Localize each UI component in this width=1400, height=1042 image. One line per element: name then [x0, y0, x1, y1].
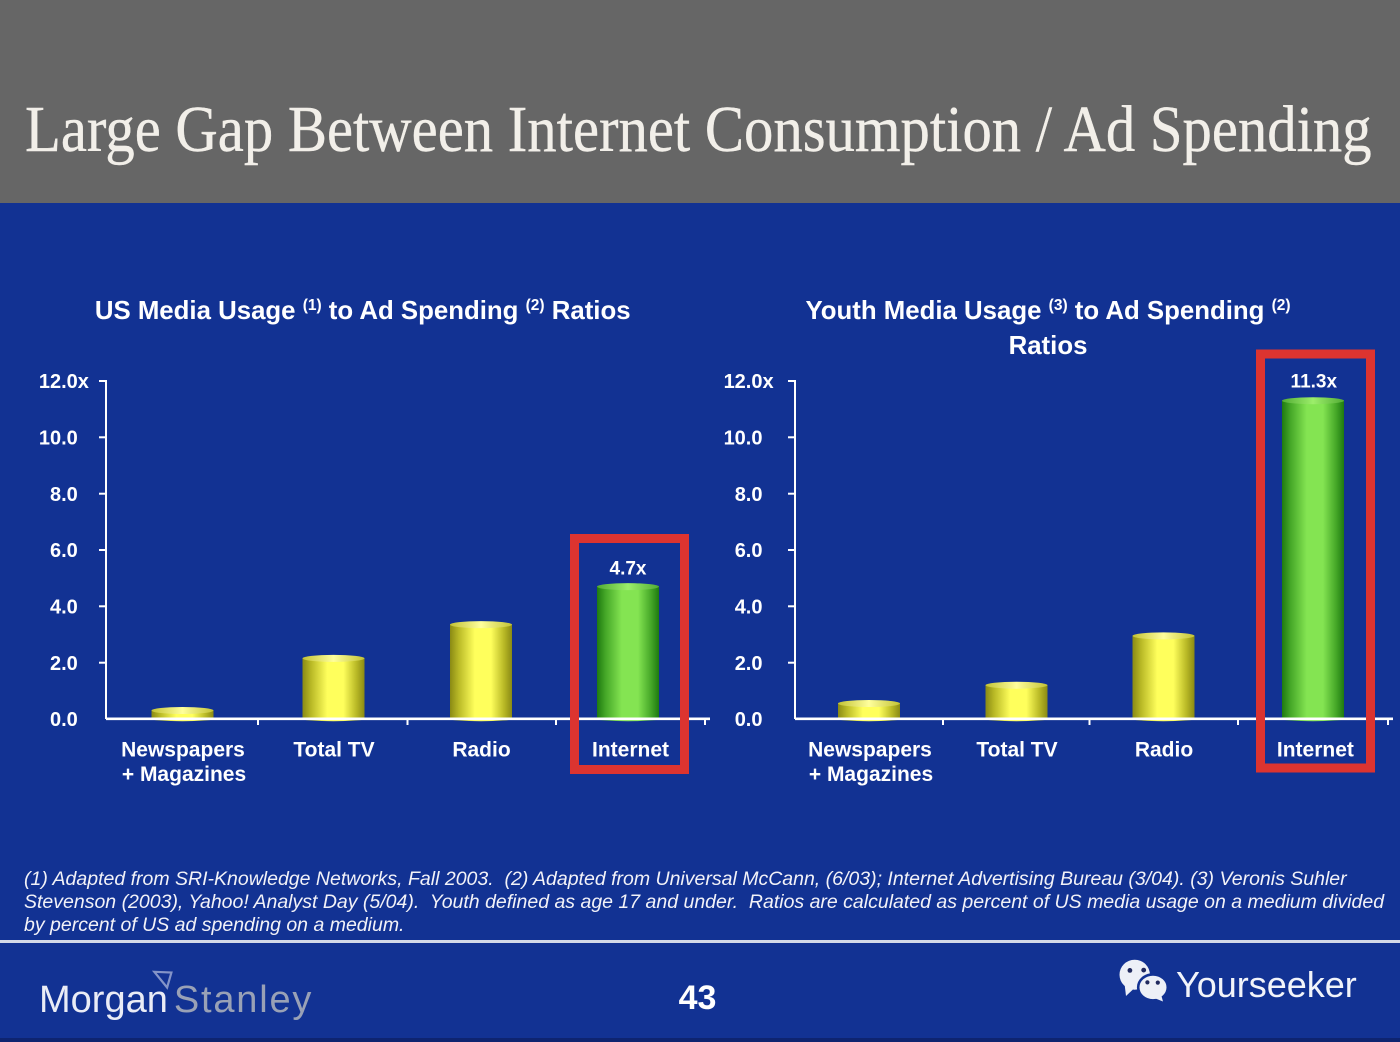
svg-text:4.7x: 4.7x [610, 559, 647, 580]
svg-text:Internet: Internet [592, 738, 669, 761]
svg-text:6.0: 6.0 [735, 540, 763, 562]
svg-text:4.0: 4.0 [735, 597, 763, 619]
svg-text:Ratios: Ratios [1009, 332, 1088, 360]
svg-text:8.0: 8.0 [50, 484, 78, 506]
svg-text:0.0: 0.0 [50, 709, 78, 731]
svg-text:10.0: 10.0 [39, 428, 78, 450]
svg-text:Radio: Radio [1135, 738, 1193, 761]
svg-text:x: x [763, 371, 774, 393]
svg-text:+ Magazines: + Magazines [122, 763, 246, 786]
svg-text:8.0: 8.0 [735, 484, 763, 506]
svg-text:US Media Usage (1) to Ad Spend: US Media Usage (1) to Ad Spending (2) Ra… [95, 297, 631, 325]
svg-text:11.3x: 11.3x [1291, 372, 1338, 393]
svg-text:12.0: 12.0 [39, 371, 78, 393]
svg-text:x: x [78, 371, 89, 393]
svg-text:Youth Media Usage (3) to Ad Sp: Youth Media Usage (3) to Ad Spending (2) [805, 297, 1290, 325]
svg-text:Internet: Internet [1277, 738, 1354, 761]
svg-text:10.0: 10.0 [724, 428, 763, 450]
svg-text:Radio: Radio [452, 738, 510, 761]
svg-text:Newspapers: Newspapers [808, 738, 932, 761]
svg-text:0.0: 0.0 [735, 709, 763, 731]
svg-text:Newspapers: Newspapers [121, 738, 245, 761]
svg-text:Total TV: Total TV [976, 738, 1057, 761]
svg-text:12.0: 12.0 [724, 371, 763, 393]
svg-text:Total TV: Total TV [293, 738, 374, 761]
svg-text:2.0: 2.0 [735, 653, 763, 675]
svg-text:6.0: 6.0 [50, 540, 78, 562]
svg-text:2.0: 2.0 [50, 653, 78, 675]
svg-text:4.0: 4.0 [50, 597, 78, 619]
svg-text:+ Magazines: + Magazines [809, 763, 933, 786]
